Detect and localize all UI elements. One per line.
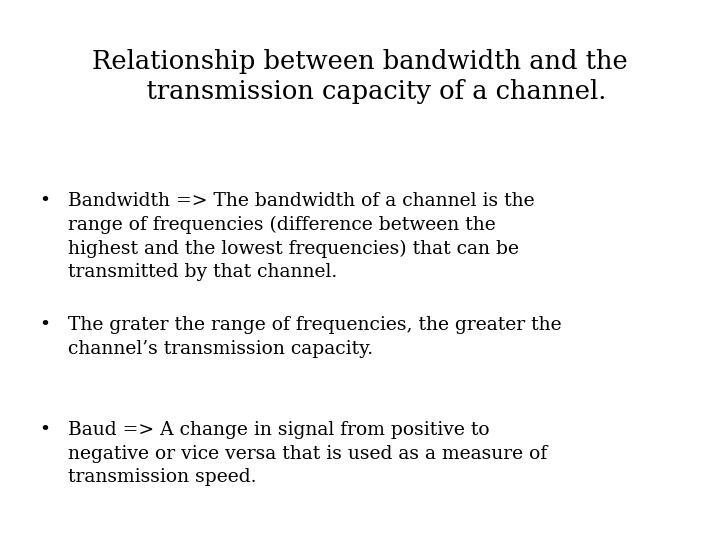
Text: Baud => A change in signal from positive to
negative or vice versa that is used : Baud => A change in signal from positive… <box>68 421 548 487</box>
Text: •: • <box>40 316 50 334</box>
Text: Relationship between bandwidth and the
    transmission capacity of a channel.: Relationship between bandwidth and the t… <box>92 49 628 104</box>
Text: •: • <box>40 421 50 439</box>
Text: Bandwidth => The bandwidth of a channel is the
range of frequencies (difference : Bandwidth => The bandwidth of a channel … <box>68 192 535 281</box>
Text: The grater the range of frequencies, the greater the
channel’s transmission capa: The grater the range of frequencies, the… <box>68 316 562 357</box>
Text: •: • <box>40 192 50 210</box>
